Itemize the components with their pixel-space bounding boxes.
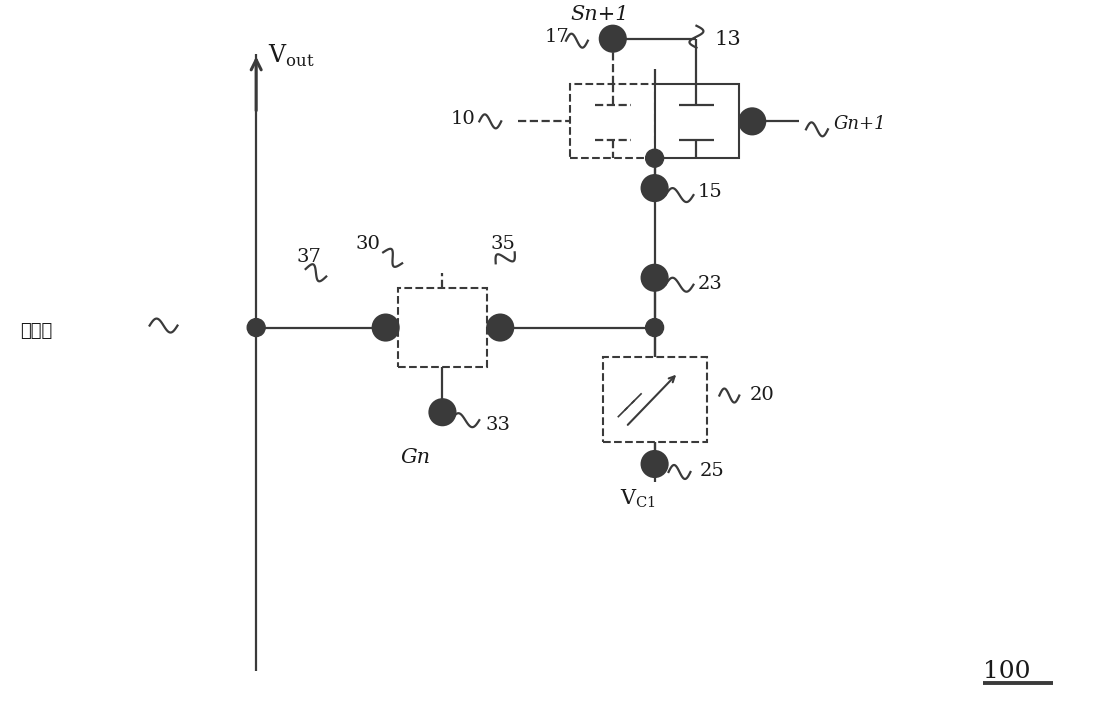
Circle shape	[645, 149, 663, 167]
Text: 25: 25	[700, 462, 724, 480]
Circle shape	[642, 265, 668, 291]
Bar	[603, 358, 708, 442]
Text: 10: 10	[450, 110, 476, 128]
Circle shape	[600, 26, 625, 52]
Text: Gn: Gn	[401, 448, 431, 467]
Text: 33: 33	[486, 416, 510, 434]
Circle shape	[372, 314, 399, 340]
Text: 15: 15	[698, 183, 722, 201]
Circle shape	[642, 451, 668, 477]
Bar	[570, 84, 654, 158]
Text: 数据线: 数据线	[20, 322, 52, 340]
Text: 23: 23	[698, 275, 722, 293]
Text: Gn+1: Gn+1	[834, 115, 887, 133]
Circle shape	[645, 319, 663, 337]
Text: 35: 35	[490, 235, 516, 253]
Text: 37: 37	[296, 248, 321, 266]
Bar	[398, 288, 488, 368]
Text: 100: 100	[983, 660, 1031, 684]
Text: V$_{\mathregular{out}}$: V$_{\mathregular{out}}$	[268, 43, 314, 68]
Text: 13: 13	[714, 30, 741, 48]
Circle shape	[248, 319, 266, 337]
Circle shape	[739, 108, 765, 134]
Circle shape	[430, 399, 456, 425]
Circle shape	[642, 175, 668, 201]
Text: 17: 17	[546, 27, 570, 45]
Circle shape	[488, 314, 513, 340]
Text: 30: 30	[356, 235, 381, 253]
Text: 20: 20	[749, 386, 774, 404]
Text: Sn+1: Sn+1	[570, 5, 629, 24]
Text: V$_{\mathregular{C1}}$: V$_{\mathregular{C1}}$	[620, 487, 655, 510]
Bar	[654, 84, 739, 158]
